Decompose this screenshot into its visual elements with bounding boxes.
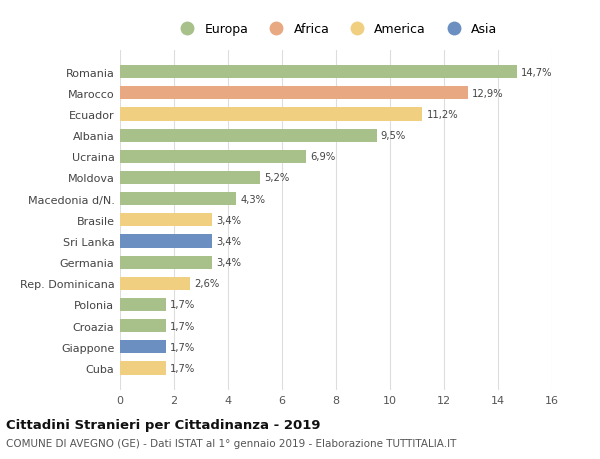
Bar (120, 151, 307, 163)
Text: 12,9%: 12,9% (472, 89, 504, 99)
Bar (120, 256, 212, 269)
Bar (120, 129, 377, 142)
Bar (120, 341, 166, 353)
Text: 6,9%: 6,9% (310, 152, 335, 162)
Text: 3,4%: 3,4% (216, 236, 241, 246)
Text: 14,7%: 14,7% (521, 67, 553, 78)
Bar (120, 172, 260, 185)
Bar (120, 235, 212, 248)
Bar (120, 362, 166, 375)
Bar (120, 277, 190, 290)
Text: Cittadini Stranieri per Cittadinanza - 2019: Cittadini Stranieri per Cittadinanza - 2… (6, 418, 320, 431)
Text: COMUNE DI AVEGNO (GE) - Dati ISTAT al 1° gennaio 2019 - Elaborazione TUTTITALIA.: COMUNE DI AVEGNO (GE) - Dati ISTAT al 1°… (6, 438, 457, 448)
Text: 3,4%: 3,4% (216, 215, 241, 225)
Bar (120, 66, 517, 79)
Text: 1,7%: 1,7% (170, 300, 195, 310)
Text: 1,7%: 1,7% (170, 321, 195, 331)
Text: 2,6%: 2,6% (194, 279, 220, 289)
Bar (120, 319, 166, 332)
Text: 1,7%: 1,7% (170, 342, 195, 352)
Text: 4,3%: 4,3% (240, 194, 265, 204)
Text: 9,5%: 9,5% (380, 131, 406, 141)
Bar (120, 108, 422, 121)
Text: 1,7%: 1,7% (170, 363, 195, 373)
Text: 11,2%: 11,2% (427, 110, 458, 120)
Bar (120, 87, 469, 100)
Legend: Europa, Africa, America, Asia: Europa, Africa, America, Asia (170, 18, 502, 41)
Bar (120, 298, 166, 311)
Bar (120, 193, 236, 206)
Text: 5,2%: 5,2% (265, 173, 290, 183)
Text: 3,4%: 3,4% (216, 257, 241, 268)
Bar (120, 214, 212, 227)
